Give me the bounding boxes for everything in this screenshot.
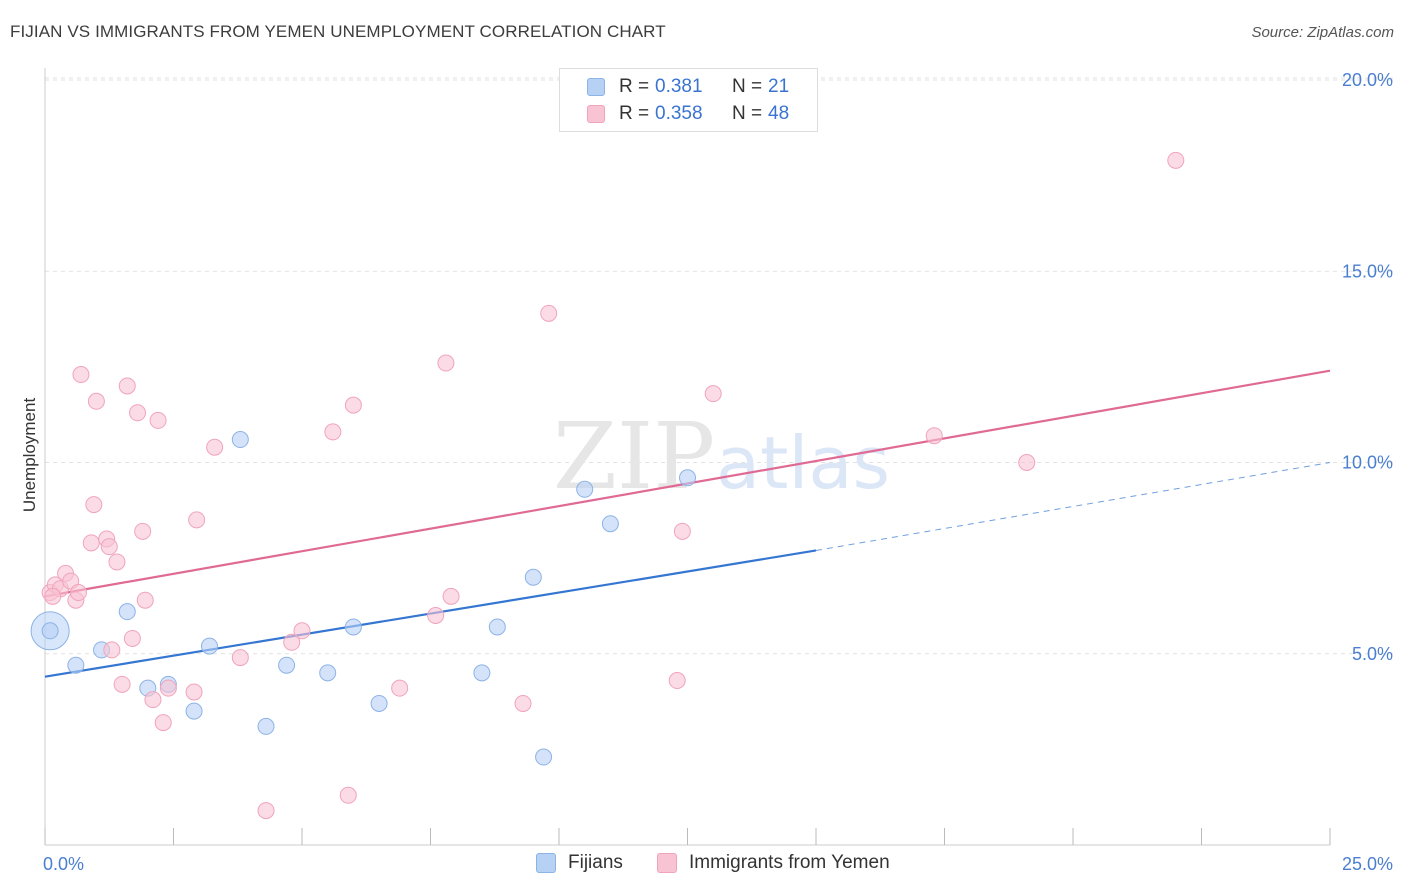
yemen-point	[540, 304, 558, 322]
yemen-point	[82, 534, 100, 552]
yemen-point	[149, 411, 167, 429]
yemen-point	[144, 691, 162, 709]
r-value: 0.381	[655, 76, 703, 97]
series-legend: Fijians Immigrants from Yemen	[0, 852, 1406, 878]
legend-label-fijians: Fijians	[568, 852, 623, 873]
yemen-point	[283, 633, 301, 651]
yemen-swatch	[587, 105, 605, 123]
axis-layer	[44, 68, 1331, 846]
y-tick-label: 15.0%	[1342, 261, 1393, 281]
yemen-point	[293, 622, 311, 640]
fijians-point	[370, 694, 388, 712]
fijians-point	[488, 618, 506, 636]
y-tick-label: 20.0%	[1342, 70, 1393, 90]
yemen-point	[108, 553, 126, 571]
yemen-point	[1018, 454, 1036, 471]
yemen-point	[185, 683, 203, 701]
fijians-point	[473, 664, 491, 682]
legend-row-fijians: R = 0.381 N = 21	[587, 74, 789, 100]
legend-item-fijians[interactable]: Fijians	[536, 852, 623, 874]
fijians-point	[344, 618, 362, 636]
yemen-point	[206, 438, 224, 456]
yemen-point	[69, 584, 87, 602]
yemen-point	[442, 587, 460, 605]
n-label: N =	[732, 103, 763, 124]
r-label: R =	[619, 103, 650, 124]
yemen-point	[339, 786, 357, 804]
y-tick-label: 5.0%	[1352, 644, 1393, 664]
n-value: 48	[768, 103, 790, 124]
x-tick-label-max: 25.0%	[1342, 854, 1393, 874]
fijians-point	[601, 515, 619, 533]
yemen-point	[129, 404, 147, 422]
yemen-point	[123, 629, 141, 647]
yemen-point	[673, 522, 691, 540]
fijians-point	[200, 637, 218, 655]
x-tick-label-min: 0.0%	[43, 854, 84, 874]
yemen-point	[100, 538, 118, 556]
fijians-point	[231, 431, 249, 449]
yemen-point	[257, 802, 275, 820]
yemen-swatch	[657, 853, 677, 873]
yemen-point	[118, 377, 136, 395]
yemen-point	[85, 496, 103, 514]
yemen-point	[391, 679, 409, 697]
r-label: R =	[619, 76, 650, 97]
yemen-point	[44, 587, 62, 605]
r-value: 0.358	[655, 103, 703, 124]
point-layer	[30, 151, 1185, 820]
legend-row-yemen: R = 0.358 N = 48	[587, 101, 789, 127]
y-tick-label: 10.0%	[1342, 453, 1393, 473]
yemen-point	[925, 427, 943, 445]
yemen-point	[134, 522, 152, 540]
fijians-point	[67, 656, 85, 674]
yemen-point	[1167, 151, 1185, 169]
legend-item-yemen[interactable]: Immigrants from Yemen	[657, 852, 890, 874]
fijians-point	[679, 469, 696, 487]
chart-title: FIJIAN VS IMMIGRANTS FROM YEMEN UNEMPLOY…	[10, 22, 666, 41]
label-layer: 5.0% 10.0% 15.0% 20.0% 0.0% 25.0% Unemployment	[20, 70, 1393, 874]
fijians-point	[257, 717, 275, 735]
yemen-point	[668, 672, 686, 690]
yemen-point	[87, 392, 105, 410]
fijians-point	[576, 480, 594, 498]
fijians-point	[524, 568, 542, 586]
fijians-point	[41, 622, 59, 640]
fijians-point	[278, 656, 296, 674]
fijians-swatch	[587, 78, 605, 96]
fijians-point	[185, 702, 203, 720]
yemen-point	[113, 675, 131, 693]
fijians-swatch	[536, 853, 556, 873]
fijians-point	[118, 603, 136, 621]
yemen-point	[704, 385, 722, 403]
legend-label-yemen: Immigrants from Yemen	[689, 852, 890, 873]
yemen-point	[72, 366, 90, 384]
correlation-legend: R = 0.381 N = 21 R = 0.358 N = 48	[559, 68, 818, 132]
grid-layer	[45, 77, 1395, 655]
fijians-trend-extrapolated	[815, 462, 1331, 551]
yemen-point	[437, 354, 455, 372]
yemen-point	[103, 641, 121, 659]
n-value: 21	[768, 76, 790, 97]
source-label: Source: ZipAtlas.com	[1251, 24, 1394, 41]
yemen-point	[154, 714, 172, 732]
fijians-point	[319, 664, 337, 682]
yemen-point	[136, 591, 154, 609]
yemen-point	[231, 649, 249, 667]
yemen-point	[344, 396, 362, 414]
yemen-point	[427, 607, 445, 624]
yemen-point	[514, 694, 532, 712]
fijians-point	[535, 748, 553, 766]
yemen-point	[324, 423, 342, 441]
yemen-point	[188, 511, 206, 529]
yemen-point	[159, 679, 177, 697]
y-axis-label: Unemployment	[20, 398, 39, 513]
n-label: N =	[732, 76, 763, 97]
